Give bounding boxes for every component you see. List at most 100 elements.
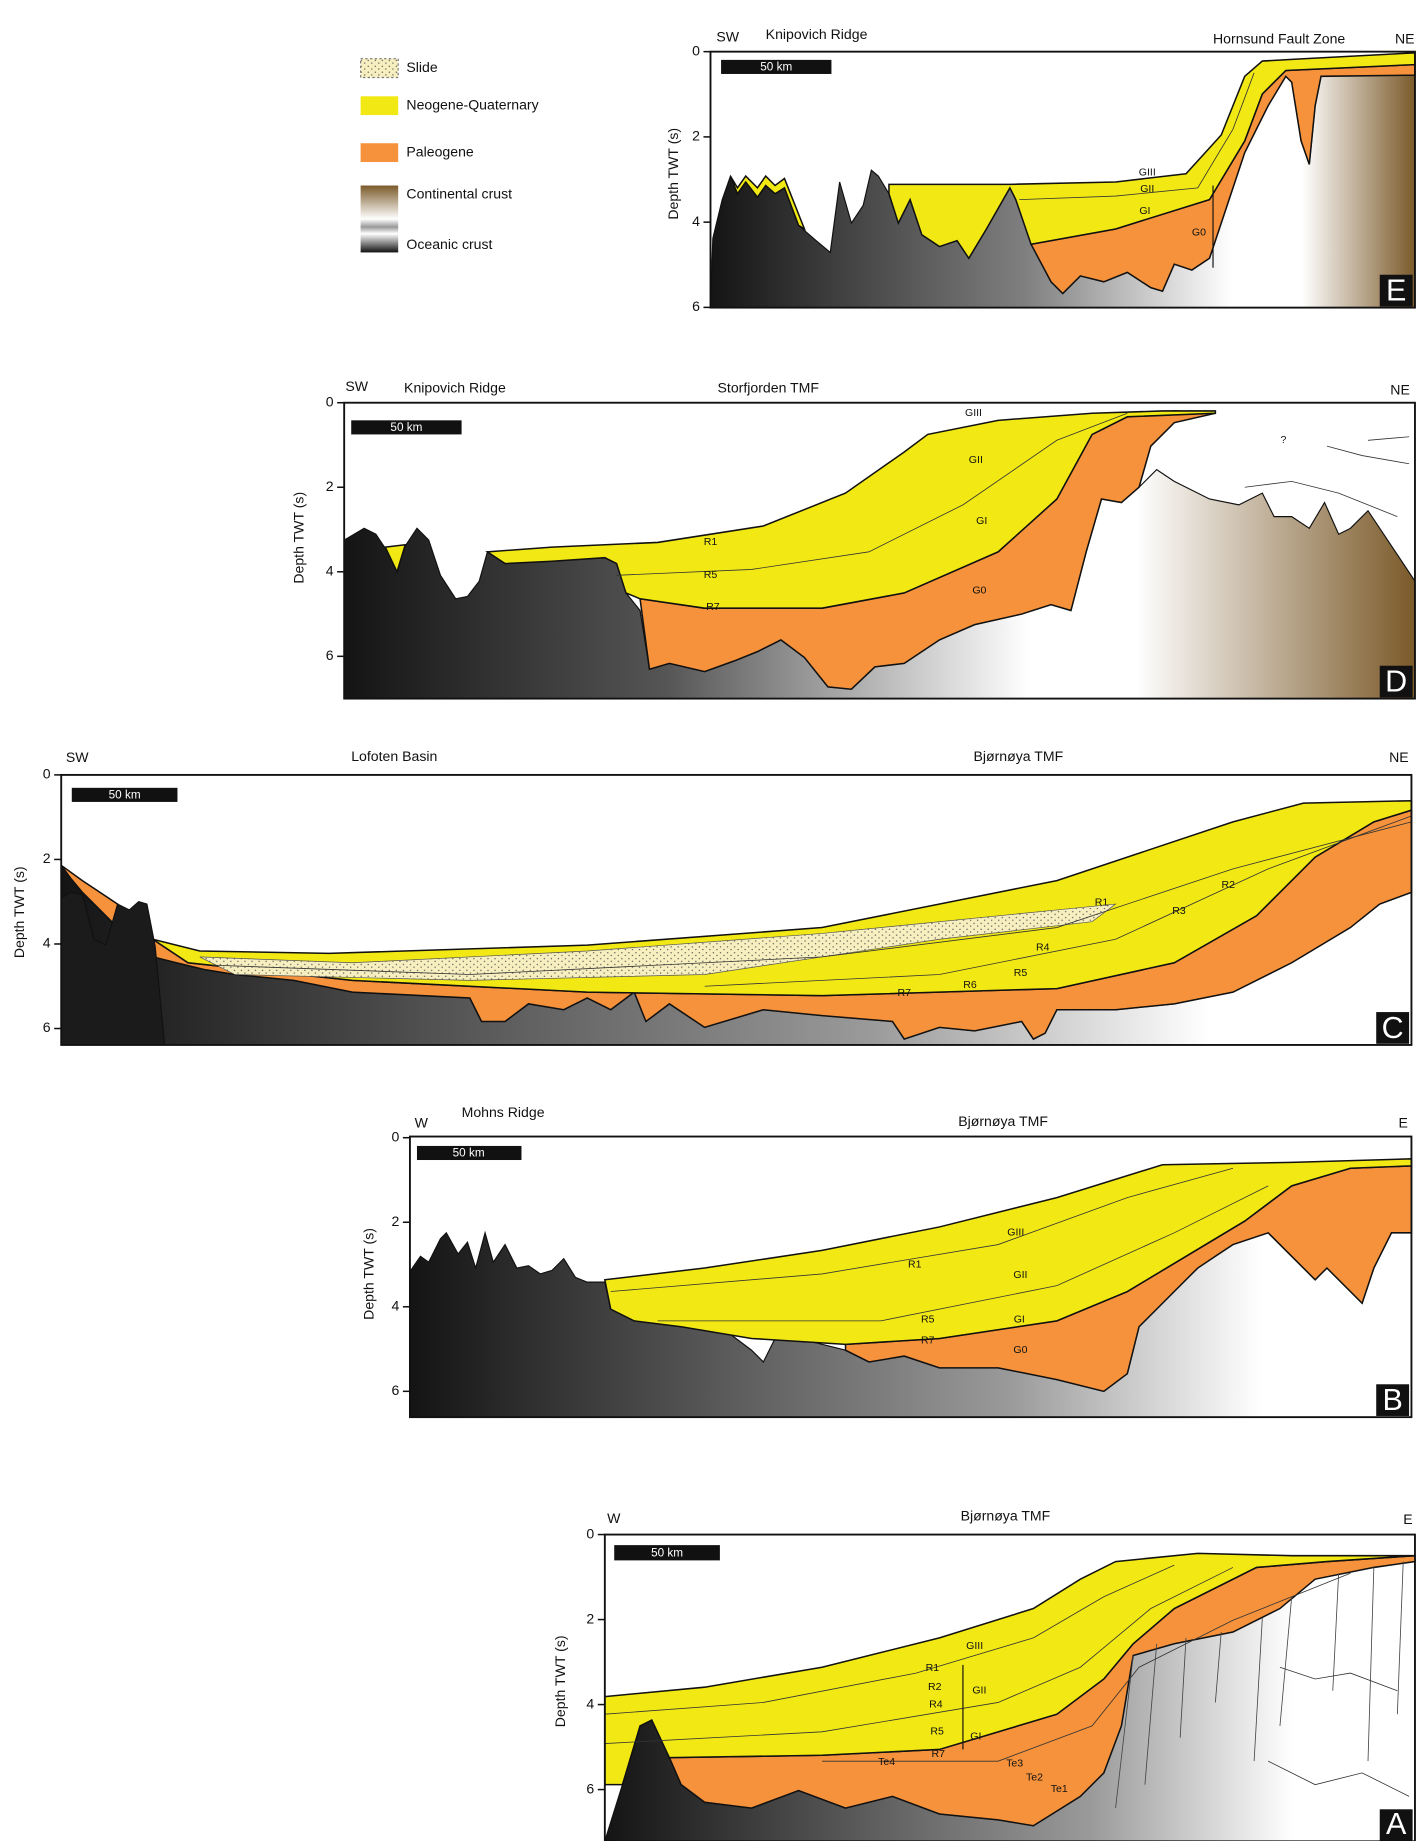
unit-label: Te2 xyxy=(1026,1771,1043,1783)
legend-label: Oceanic crust xyxy=(406,236,492,252)
legend-label: Continental crust xyxy=(406,186,512,202)
scale-label: 50 km xyxy=(760,61,792,74)
unit-label: GIII xyxy=(965,407,982,419)
legend-swatch xyxy=(361,143,399,162)
unit-label: R1 xyxy=(908,1258,922,1270)
direction: E xyxy=(1403,1511,1412,1527)
unit-label: GII xyxy=(1013,1269,1027,1281)
unit-label: G0 xyxy=(972,584,986,596)
legend-swatch xyxy=(361,186,399,253)
direction: SW xyxy=(66,749,89,765)
scale-label: 50 km xyxy=(390,421,422,434)
y-tick-label: 4 xyxy=(586,1695,594,1711)
scale-label: 50 km xyxy=(651,1546,683,1559)
scale-label: 50 km xyxy=(109,789,141,802)
unit-label: R5 xyxy=(1014,967,1028,979)
unit-label: ? xyxy=(1281,434,1287,446)
direction: NE xyxy=(1390,382,1410,398)
unit-label: Te1 xyxy=(1051,1783,1068,1795)
panel-b: W Mohns Ridge Bjørnøya TMF E 50 km GIII … xyxy=(410,1104,1412,1417)
unit-label: GIII xyxy=(1139,166,1156,178)
y-tick-label: 2 xyxy=(43,850,51,866)
unit-label: GI xyxy=(970,1730,981,1742)
panel-letter: E xyxy=(1386,273,1406,307)
reflector xyxy=(1368,437,1409,441)
unit-label: R7 xyxy=(932,1748,946,1760)
unit-label: G0 xyxy=(1192,226,1206,238)
unit-label: R2 xyxy=(928,1681,942,1693)
panel-letter: A xyxy=(1386,1807,1407,1841)
y-tick-label: 4 xyxy=(326,563,334,579)
panel-a: W Bjørnøya TMF E 50 km GIII R1 R2 GII R4… xyxy=(605,1508,1415,1841)
page: Slide Neogene-Quaternary Paleogene Conti… xyxy=(0,0,1421,1841)
reflector xyxy=(1327,446,1409,464)
y-tick-label: 0 xyxy=(392,1128,400,1144)
unit-label: R3 xyxy=(1172,905,1186,917)
unit-label: GII xyxy=(969,454,983,466)
unit-label: GI xyxy=(1139,205,1150,217)
legend: Slide Neogene-Quaternary Paleogene Conti… xyxy=(361,59,540,253)
panel-c: SW Lofoten Basin Bjørnøya TMF NE 50 km R… xyxy=(61,748,1411,1045)
y-axis-title: Depth TWT (s) xyxy=(11,866,27,958)
direction: SW xyxy=(716,28,739,44)
place-name: Storfjorden TMF xyxy=(718,379,820,395)
unit-label: GI xyxy=(1014,1313,1025,1325)
unit-label: R2 xyxy=(1222,879,1236,891)
direction: SW xyxy=(345,378,368,394)
unit-label: R5 xyxy=(704,569,718,581)
y-tick-label: 2 xyxy=(392,1213,400,1229)
legend-label: Neogene-Quaternary xyxy=(406,96,539,112)
panel-d: SW Knipovich Ridge Storfjorden TMF NE 50… xyxy=(344,378,1415,698)
unit-label: R1 xyxy=(926,1662,940,1674)
y-tick-label: 2 xyxy=(692,128,700,144)
unit-label: R1 xyxy=(704,536,718,548)
place-name: Knipovich Ridge xyxy=(404,379,506,395)
legend-label: Slide xyxy=(406,59,437,75)
legend-swatch xyxy=(361,59,399,78)
y-axis-title: Depth TWT (s) xyxy=(361,1228,377,1320)
unit-label: R6 xyxy=(963,979,977,991)
unit-label: G0 xyxy=(1013,1344,1027,1356)
y-tick-label: 0 xyxy=(692,42,700,58)
place-name: Knipovich Ridge xyxy=(766,26,868,42)
legend-swatch xyxy=(361,96,399,115)
unit-label: GI xyxy=(976,515,987,527)
direction: E xyxy=(1399,1114,1408,1130)
unit-label: GII xyxy=(1140,183,1154,195)
place-name: Bjørnøya TMF xyxy=(958,1113,1048,1129)
y-tick-label: 0 xyxy=(586,1525,594,1541)
unit-label: R1 xyxy=(1095,897,1109,909)
y-axis-title: Depth TWT (s) xyxy=(290,492,306,584)
unit-label: GIII xyxy=(1007,1227,1024,1239)
y-tick-label: 6 xyxy=(586,1780,594,1796)
y-tick-label: 2 xyxy=(326,478,334,494)
place-name: Mohns Ridge xyxy=(462,1104,545,1120)
y-tick-label: 4 xyxy=(43,935,51,951)
scale-label: 50 km xyxy=(453,1147,485,1160)
place-name: Bjørnøya TMF xyxy=(961,1508,1051,1524)
unit-label: R7 xyxy=(706,601,720,613)
unit-label: Te4 xyxy=(878,1756,895,1768)
direction: W xyxy=(607,1510,621,1526)
y-tick-label: 6 xyxy=(392,1382,400,1398)
unit-label: GII xyxy=(972,1685,986,1697)
direction: NE xyxy=(1395,31,1415,47)
y-tick-label: 0 xyxy=(43,766,51,782)
unit-label: R7 xyxy=(897,987,911,999)
place-name: Bjørnøya TMF xyxy=(973,748,1063,764)
unit-label: GIII xyxy=(966,1640,983,1652)
panel-e: SW Knipovich Ridge Hornsund Fault Zone N… xyxy=(711,26,1415,308)
panel-letter: B xyxy=(1382,1383,1402,1417)
unit-label: R4 xyxy=(1036,941,1050,953)
legend-label: Paleogene xyxy=(406,143,473,159)
y-tick-label: 2 xyxy=(586,1610,594,1626)
unit-label: R5 xyxy=(930,1726,944,1738)
y-tick-label: 6 xyxy=(326,647,334,663)
y-axis-title: Depth TWT (s) xyxy=(665,128,681,220)
direction: W xyxy=(415,1114,429,1130)
direction: NE xyxy=(1389,749,1409,765)
y-tick-label: 0 xyxy=(326,393,334,409)
y-tick-label: 4 xyxy=(692,213,700,229)
panel-letter: C xyxy=(1382,1011,1404,1045)
figure: Slide Neogene-Quaternary Paleogene Conti… xyxy=(0,0,1421,1841)
